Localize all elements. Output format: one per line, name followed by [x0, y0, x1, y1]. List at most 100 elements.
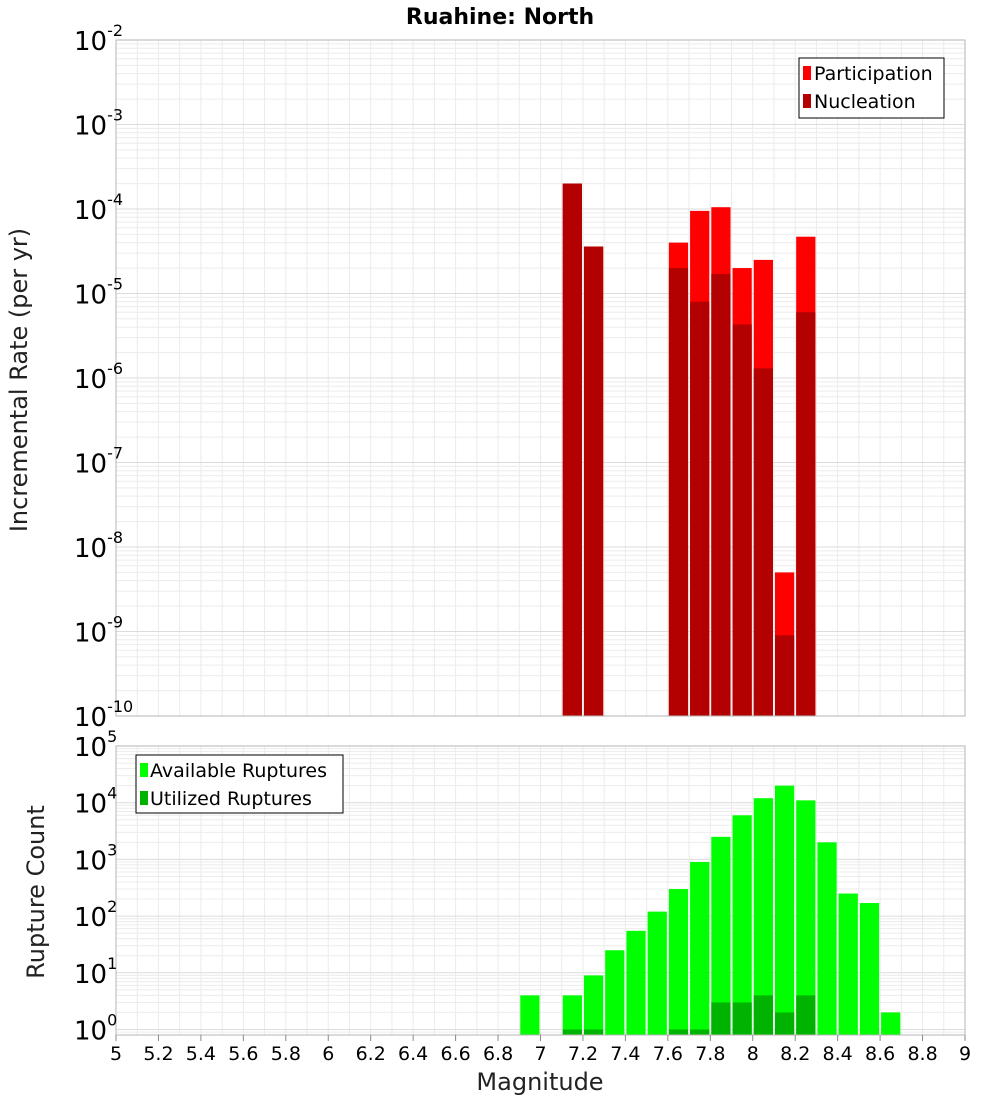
y-tick-base: 10: [74, 534, 107, 564]
y-tick-label: 10-8: [74, 528, 123, 564]
y-tick-base: 10: [74, 1017, 107, 1047]
bar-available-ruptures: [520, 995, 540, 1035]
y-tick-exponent: -10: [107, 697, 133, 716]
bar-available-ruptures: [668, 889, 689, 1035]
y-tick-base: 10: [74, 27, 107, 57]
legend-label-nucleation: Nucleation: [814, 91, 916, 113]
bar-utilized-ruptures: [796, 995, 816, 1035]
x-tick-label: 6.8: [483, 1043, 513, 1065]
legend-label-participation: Participation: [814, 63, 933, 85]
legend-label-available-ruptures: Available Ruptures: [150, 760, 327, 782]
bar-utilized-ruptures: [753, 995, 773, 1035]
y-tick-label: 10-4: [74, 190, 123, 226]
bar-nucleation: [583, 246, 604, 716]
bar-utilized-ruptures: [711, 1002, 731, 1035]
bar-available-ruptures: [647, 911, 667, 1035]
bar-available-ruptures: [711, 836, 731, 1035]
bar-available-ruptures: [562, 995, 582, 1035]
legend-swatch-utilized-ruptures: [140, 791, 148, 805]
bar-nucleation: [774, 635, 795, 716]
y-tick-label: 100: [74, 1011, 117, 1047]
y-tick-exponent: 3: [107, 840, 117, 859]
y-tick-label: 10-3: [74, 106, 123, 142]
y-tick-label: 10-10: [74, 697, 133, 733]
y-tick-label: 105: [74, 727, 117, 763]
bottom-legend-box: [135, 754, 344, 814]
bar-available-ruptures: [774, 785, 795, 1035]
bar-utilized-ruptures: [690, 1029, 710, 1035]
x-tick-label: 8: [747, 1043, 759, 1065]
bar-nucleation: [690, 301, 710, 716]
bar-available-ruptures: [796, 800, 816, 1035]
top-grid: [115, 39, 966, 717]
y-tick-base: 10: [74, 903, 107, 933]
y-tick-base: 10: [74, 619, 107, 649]
x-tick-label: 5.2: [143, 1043, 173, 1065]
y-tick-base: 10: [74, 733, 107, 763]
x-tick-label: 8.4: [823, 1043, 853, 1065]
y-tick-base: 10: [74, 846, 107, 876]
bar-nucleation: [753, 368, 773, 716]
chart-title: Ruahine: North: [406, 5, 594, 30]
y-tick-base: 10: [74, 196, 107, 226]
y-tick-exponent: -9: [107, 613, 123, 632]
y-tick-label: 10-5: [74, 275, 123, 311]
bottom-legend: Available Ruptures Utilized Ruptures: [135, 754, 344, 814]
y-tick-label: 10-7: [74, 444, 123, 480]
bar-nucleation: [732, 324, 752, 716]
y-tick-exponent: 1: [107, 954, 117, 973]
bar-available-ruptures: [859, 903, 880, 1035]
bar-available-ruptures: [817, 842, 837, 1035]
bar-available-ruptures: [690, 861, 710, 1035]
legend-swatch-nucleation: [803, 94, 811, 108]
y-tick-exponent: -7: [107, 444, 123, 463]
y-tick-exponent: -2: [107, 21, 123, 40]
bar-utilized-ruptures: [562, 1029, 582, 1035]
bar-available-ruptures: [732, 815, 752, 1035]
x-tick-label: 8.8: [907, 1043, 937, 1065]
bar-available-ruptures: [753, 798, 773, 1035]
bar-utilized-ruptures: [732, 1002, 752, 1035]
legend-label-utilized-ruptures: Utilized Ruptures: [150, 788, 312, 810]
x-ticks: 5 5.2 5.4 5.6 5.8 6 6.2 6.4 6.6 6.8 7 7.2 7.4 7.6 7.8 8…: [110, 1035, 971, 1065]
bar-nucleation: [711, 274, 731, 716]
y-tick-label: 10-2: [74, 21, 123, 57]
top-bars: [562, 183, 816, 717]
x-tick-label: 6.6: [440, 1043, 470, 1065]
x-tick-label: 7.6: [653, 1043, 683, 1065]
x-tick-label: 6: [322, 1043, 334, 1065]
x-tick-label: 7.4: [610, 1043, 640, 1065]
bar-available-ruptures: [626, 930, 646, 1035]
y-tick-base: 10: [74, 281, 107, 311]
bar-nucleation: [668, 268, 689, 716]
y-tick-label: 102: [74, 897, 117, 933]
bar-available-ruptures: [583, 975, 604, 1035]
top-y-axis-label: Incremental Rate (per yr): [5, 228, 33, 532]
y-tick-exponent: 2: [107, 897, 117, 916]
x-tick-label: 7.2: [568, 1043, 598, 1065]
bar-utilized-ruptures: [668, 1029, 689, 1035]
x-tick-label: 6.4: [398, 1043, 428, 1065]
bottom-bars: [520, 785, 901, 1035]
y-tick-base: 10: [74, 112, 107, 142]
y-tick-exponent: -6: [107, 359, 123, 378]
top-plot-frame: [115, 39, 966, 717]
y-tick-label: 103: [74, 840, 117, 876]
y-tick-exponent: -4: [107, 190, 123, 209]
y-tick-exponent: -3: [107, 106, 123, 125]
y-tick-exponent: -8: [107, 528, 123, 547]
bar-utilized-ruptures: [774, 1012, 795, 1035]
y-tick-exponent: 4: [107, 784, 117, 803]
bar-nucleation: [562, 183, 582, 716]
x-tick-label: 5.6: [228, 1043, 258, 1065]
x-tick-label: 8.2: [780, 1043, 810, 1065]
y-tick-base: 10: [74, 960, 107, 990]
bar-available-ruptures: [605, 950, 625, 1035]
x-tick-label: 5: [110, 1043, 122, 1065]
y-tick-label: 104: [74, 784, 117, 820]
legend-swatch-available-ruptures: [140, 763, 148, 777]
y-tick-exponent: -5: [107, 275, 123, 294]
